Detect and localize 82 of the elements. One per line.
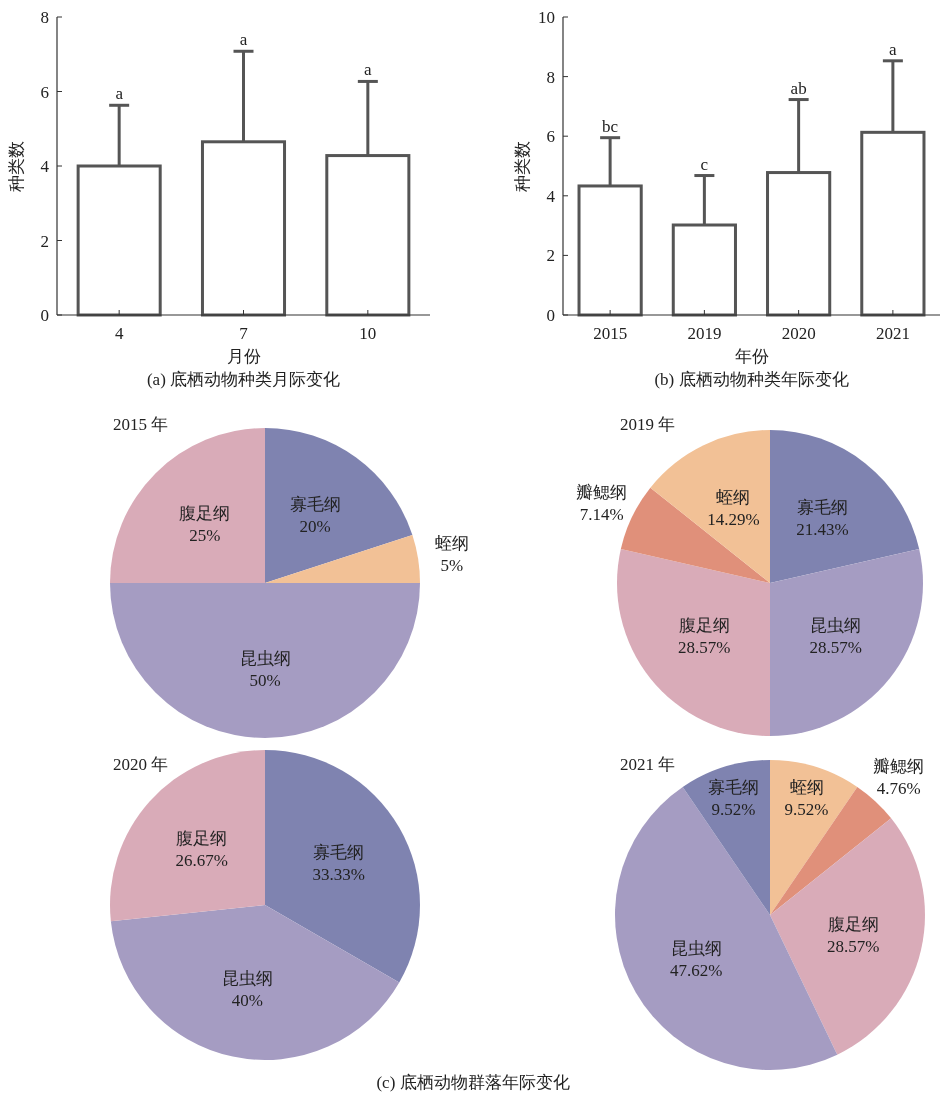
annotation: a <box>239 30 248 50</box>
annotation: a <box>889 39 898 59</box>
data-label: 7.14% <box>579 505 624 525</box>
y-tick-label: 0 <box>546 306 555 325</box>
text: (c) 底栖动物群落年际变化 <box>376 1073 570 1092</box>
y-axis-title: 种类数 <box>7 140 26 192</box>
slice-label: 寡毛纲 <box>289 495 341 515</box>
data-label: 4.76% <box>876 779 921 799</box>
y-tick-label: 4 <box>546 186 556 206</box>
data-label: 21.43% <box>796 520 849 540</box>
slice-label: 昆虫纲 <box>810 616 862 636</box>
x-tick-label: 2019 <box>687 324 722 343</box>
slice-label: 寡毛纲 <box>707 777 759 797</box>
data-label: 25% <box>189 525 221 545</box>
annotation: ab <box>790 78 807 98</box>
annotation: a <box>364 60 373 80</box>
text: (a) 底栖动物种类月际变化 <box>146 370 341 389</box>
x-tick-label: 4 <box>114 324 124 343</box>
chart-title: 2020 年 <box>113 755 169 774</box>
x-tick-label: 2020 <box>781 324 816 343</box>
slice-label: 蛭纲 <box>716 488 751 508</box>
pie-slice <box>110 750 265 922</box>
slice-label: 昆虫纲 <box>221 969 273 989</box>
slice-label: 腹足纲 <box>179 503 231 523</box>
data-label: 20% <box>299 517 331 537</box>
x-tick-label: 10 <box>359 324 377 343</box>
slice-label: 寡毛纲 <box>796 498 848 518</box>
data-label: 28.57% <box>678 638 731 658</box>
y-tick-label: 2 <box>40 231 49 251</box>
slice-label: 腹足纲 <box>678 616 730 636</box>
y-tick-label: 4 <box>40 157 50 176</box>
data-label: 28.57% <box>826 936 880 956</box>
data-label: 40% <box>231 991 263 1011</box>
pie-slice <box>682 760 770 915</box>
pie-slice <box>110 583 420 738</box>
pie-slice <box>770 548 923 736</box>
x-tick-label: 2021 <box>875 324 910 343</box>
y-tick-label: 0 <box>40 306 49 325</box>
pie-slice <box>265 428 413 583</box>
data-label: 28.57% <box>809 638 862 658</box>
text: (b) 底栖动物种类年际变化 <box>654 370 849 389</box>
annotation: bc <box>602 116 619 136</box>
annotation: a <box>115 84 124 104</box>
x-tick-label: 2015 <box>593 324 628 343</box>
y-tick-label: 10 <box>538 8 555 27</box>
chart-title: 2015 年 <box>113 415 169 434</box>
data-label: 5% <box>440 556 464 576</box>
data-label: 14.29% <box>707 510 760 530</box>
y-tick-label: 6 <box>546 127 555 147</box>
pie-slice <box>650 430 770 583</box>
chart-title: 2019 年 <box>620 415 676 434</box>
data-label: 9.52% <box>711 799 756 819</box>
chart-title: 2021 年 <box>620 755 676 774</box>
data-label: 47.62% <box>669 960 723 980</box>
slice-label: 瓣鳃纲 <box>873 757 925 777</box>
slice-label: 腹足纲 <box>176 828 228 848</box>
slice-label: 昆虫纲 <box>670 938 722 958</box>
x-tick-label: 7 <box>239 324 249 343</box>
data-label: 33.33% <box>312 865 366 885</box>
x-axis-title: 年份 <box>734 347 769 366</box>
x-axis-title: 月份 <box>226 347 261 366</box>
y-tick-label: 8 <box>40 8 49 27</box>
y-tick-label: 8 <box>546 67 555 87</box>
slice-label: 蛭纲 <box>789 777 824 797</box>
slice-label: 蛭纲 <box>434 534 469 554</box>
slice-label: 寡毛纲 <box>313 843 365 863</box>
y-axis-title: 种类数 <box>513 140 532 192</box>
pie-slice <box>110 905 400 1060</box>
y-tick-label: 2 <box>546 246 555 266</box>
slice-label: 瓣鳃纲 <box>576 483 628 503</box>
data-label: 50% <box>249 671 281 691</box>
slice-label: 腹足纲 <box>827 914 879 934</box>
pie-slice <box>770 760 858 915</box>
pie-slice <box>770 818 925 1055</box>
data-label: 26.67% <box>175 850 228 870</box>
y-tick-label: 6 <box>40 82 49 102</box>
annotation: c <box>700 154 709 174</box>
pie-slice <box>617 548 770 736</box>
slice-label: 昆虫纲 <box>239 649 291 669</box>
pie-slice <box>770 430 920 583</box>
data-label: 9.52% <box>784 799 829 819</box>
pie-slice <box>265 535 420 583</box>
